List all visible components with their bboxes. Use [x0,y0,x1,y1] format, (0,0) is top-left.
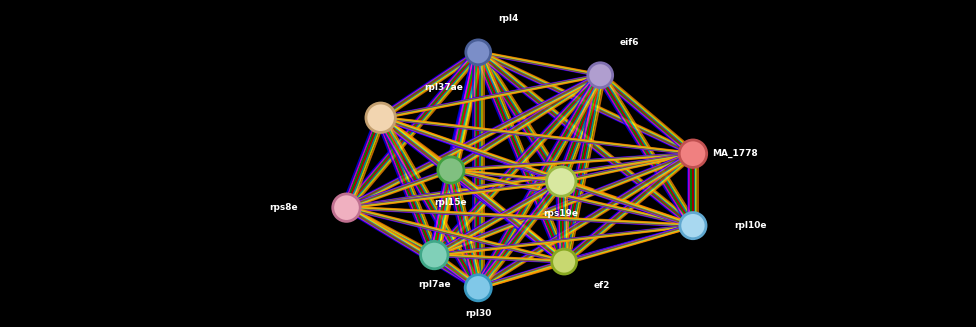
Ellipse shape [333,194,360,221]
Text: rps19e: rps19e [544,209,579,218]
Text: rps8e: rps8e [269,203,298,212]
Text: ef2: ef2 [593,281,610,290]
Text: MA_1778: MA_1778 [712,149,758,158]
Ellipse shape [680,213,706,239]
Text: rpl7ae: rpl7ae [418,280,451,289]
Text: rpl30: rpl30 [465,309,492,318]
Ellipse shape [438,157,464,183]
Text: rpl4: rpl4 [498,14,518,23]
Text: rpl37ae: rpl37ae [425,82,464,92]
Ellipse shape [466,40,491,65]
Ellipse shape [679,140,707,167]
Text: rpl15e: rpl15e [434,198,468,207]
Ellipse shape [366,103,395,132]
Ellipse shape [421,241,448,269]
Ellipse shape [588,63,613,88]
Text: eif6: eif6 [620,38,639,47]
Ellipse shape [551,249,577,274]
Text: rpl10e: rpl10e [734,221,766,230]
Ellipse shape [547,167,576,196]
Ellipse shape [466,275,491,301]
